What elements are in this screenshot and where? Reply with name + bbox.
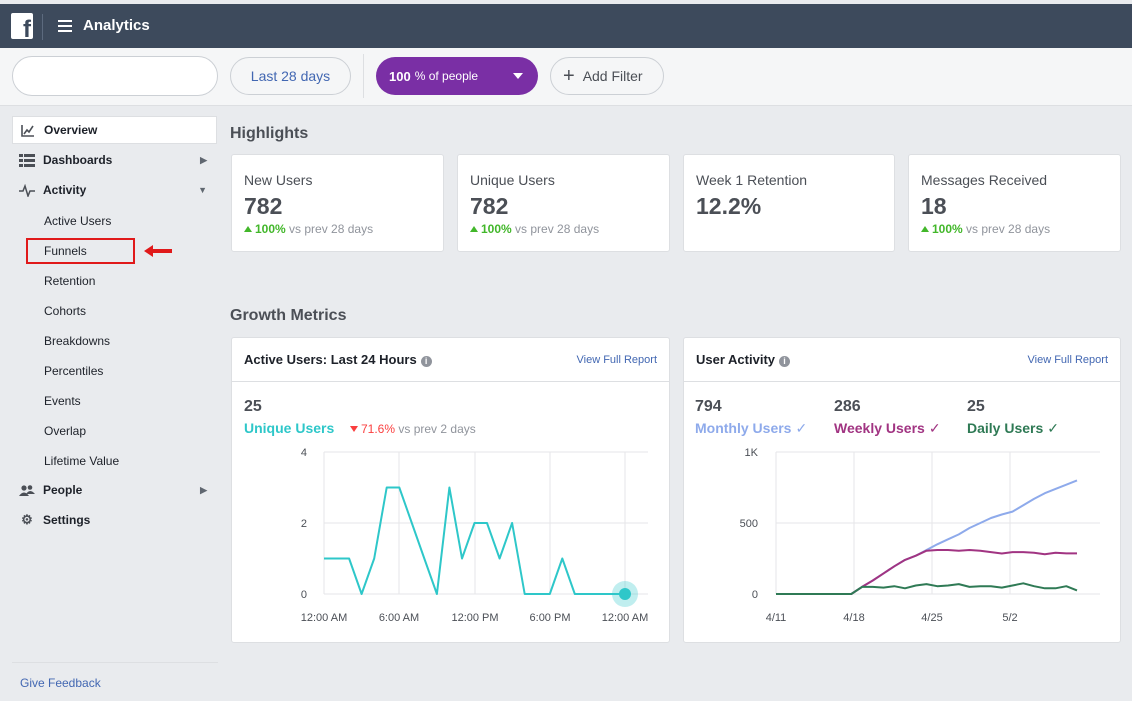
y-tick-label: 0 [752, 589, 758, 601]
give-feedback-link[interactable]: Give Feedback [20, 676, 101, 690]
y-tick-label: 2 [301, 518, 307, 530]
x-tick-label: 4/18 [843, 612, 864, 624]
activity-pulse-icon [18, 183, 36, 197]
weekly-users-toggle[interactable]: Weekly Users ✓ [834, 420, 941, 436]
gear-icon: ⚙ [21, 512, 33, 527]
sidebar-item-overlap[interactable]: Overlap [44, 424, 87, 438]
filter-divider [363, 54, 364, 98]
monthly-users-value: 794 [695, 398, 722, 415]
active-users-title: Active Users: Last 24 Hours i [244, 352, 432, 367]
up-arrow-icon [470, 226, 478, 232]
unique-users-value: 25 [244, 398, 262, 415]
people-percent-value: 100 [389, 68, 411, 84]
highlights-title: Highlights [230, 125, 309, 142]
plus-icon: + [563, 65, 575, 87]
highlight-card-new-users[interactable]: New Users 782 100% vs prev 28 days [231, 154, 444, 252]
sidebar-item-overview[interactable]: Overview [12, 116, 217, 144]
sidebar-item-active-users[interactable]: Active Users [44, 214, 112, 228]
info-icon[interactable]: i [779, 356, 790, 367]
sidebar-item-people[interactable]: People ▶ [12, 476, 217, 504]
series-line-daily-users [776, 582, 1078, 595]
sidebar-item-funnels[interactable]: Funnels [44, 244, 87, 258]
sidebar-item-settings[interactable]: ⚙ Settings [12, 506, 217, 534]
stat-delta: 100% vs prev 28 days [921, 222, 1050, 236]
x-tick-label: 6:00 AM [379, 612, 419, 624]
down-arrow-icon [350, 426, 358, 432]
view-full-report-link[interactable]: View Full Report [576, 354, 658, 366]
add-filter-button[interactable]: + Add Filter [550, 57, 664, 95]
app-title: Analytics [83, 17, 150, 34]
facebook-logo-icon[interactable]: f [11, 13, 33, 42]
people-icon [18, 483, 36, 497]
highlight-card-unique-users[interactable]: Unique Users 782 100% vs prev 28 days [457, 154, 670, 252]
hover-marker-point [619, 588, 631, 600]
top-bar: f Analytics [0, 4, 1132, 48]
series-line-monthly-users [776, 479, 1078, 595]
sidebar-divider [12, 662, 218, 663]
sidebar-item-percentiles[interactable]: Percentiles [44, 364, 104, 378]
sidebar-item-events[interactable]: Events [44, 394, 81, 408]
y-tick-label: 1K [745, 447, 759, 459]
x-tick-label: 4/11 [766, 612, 787, 624]
user-activity-title: User Activity i [696, 352, 790, 367]
x-tick-label: 12:00 PM [451, 612, 498, 624]
monthly-users-toggle[interactable]: Monthly Users ✓ [695, 420, 808, 436]
chevron-right-icon: ▶ [200, 484, 207, 495]
unique-users-label: Unique Users [244, 420, 335, 436]
search-input[interactable] [12, 56, 218, 96]
chevron-down-icon: ▼ [198, 185, 207, 195]
series-line-unique-users [324, 486, 625, 595]
up-arrow-icon [921, 226, 929, 232]
chevron-right-icon: ▶ [200, 154, 207, 165]
checkmark-icon: ✓ [928, 420, 941, 436]
sidebar: Overview Dashboards ▶ Activity ▼ Active … [0, 106, 226, 701]
sidebar-item-retention[interactable]: Retention [44, 274, 96, 288]
stat-delta: 100% vs prev 28 days [244, 222, 373, 236]
up-arrow-icon [244, 226, 252, 232]
highlight-card-week1-retention[interactable]: Week 1 Retention 12.2% [683, 154, 895, 252]
user-activity-chart[interactable]: 1K 500 0 4/11 4/18 4/25 5/2 [684, 442, 1122, 642]
sidebar-item-dashboards[interactable]: Dashboards ▶ [12, 146, 217, 174]
active-users-chart[interactable]: 4 2 0 12:00 AM 6:00 AM 12:00 PM 6:00 PM 12:00 A… [232, 442, 671, 642]
sidebar-item-breakdowns[interactable]: Breakdowns [44, 334, 111, 348]
hamburger-menu-icon[interactable] [58, 20, 72, 32]
x-tick-label: 5/2 [1002, 612, 1017, 624]
series-line-weekly-users [776, 549, 1077, 595]
x-tick-label: 12:00 AM [602, 612, 648, 624]
sidebar-item-cohorts[interactable]: Cohorts [44, 304, 87, 318]
caret-down-icon [513, 73, 523, 79]
active-users-card: Active Users: Last 24 Hours i View Full R… [231, 337, 670, 643]
date-range-button[interactable]: Last 28 days [230, 57, 351, 95]
funnels-highlight-box [26, 238, 135, 264]
view-full-report-link[interactable]: View Full Report [1027, 354, 1109, 366]
people-percent-dropdown[interactable]: 100 % of people [376, 57, 538, 95]
red-arrow-icon [144, 245, 172, 257]
info-icon[interactable]: i [420, 356, 432, 367]
weekly-users-value: 286 [834, 398, 861, 415]
y-tick-label: 0 [301, 589, 307, 601]
user-activity-card: User Activity i View Full Report 794 Mont… [683, 337, 1121, 643]
y-tick-label: 500 [740, 518, 758, 530]
y-tick-label: 4 [301, 447, 307, 459]
growth-metrics-title: Growth Metrics [230, 307, 347, 324]
highlight-card-messages-received[interactable]: Messages Received 18 100% vs prev 28 day… [908, 154, 1121, 252]
x-tick-label: 6:00 PM [530, 612, 571, 624]
stat-delta: 100% vs prev 28 days [470, 222, 599, 236]
daily-users-value: 25 [967, 398, 985, 415]
filter-bar: Last 28 days 100 % of people + Add Filte… [0, 48, 1132, 106]
topbar-divider [42, 14, 43, 40]
x-tick-label: 12:00 AM [301, 612, 347, 624]
grid-icon [18, 153, 36, 167]
checkmark-icon: ✓ [795, 420, 808, 436]
line-chart-icon [19, 123, 37, 137]
sidebar-item-lifetime-value[interactable]: Lifetime Value [44, 454, 120, 468]
checkmark-icon: ✓ [1047, 420, 1060, 436]
x-tick-label: 4/25 [921, 612, 942, 624]
sidebar-item-activity[interactable]: Activity ▼ [12, 176, 217, 204]
unique-users-delta: 71.6% vs prev 2 days [350, 422, 476, 436]
daily-users-toggle[interactable]: Daily Users ✓ [967, 420, 1060, 436]
people-percent-label: % of people [414, 69, 479, 83]
